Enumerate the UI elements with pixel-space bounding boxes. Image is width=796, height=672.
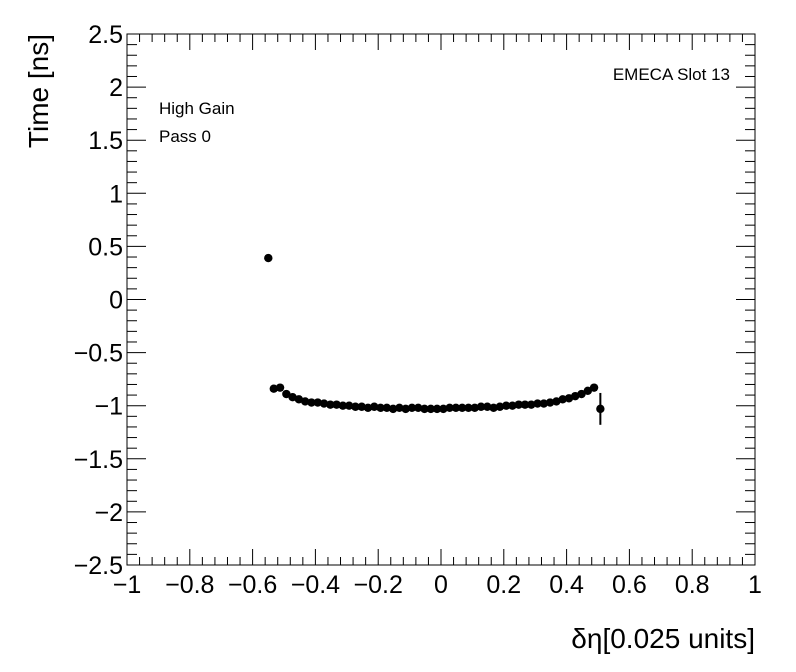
- annotation-high-gain: High Gain: [159, 99, 235, 118]
- y-tick-label: −1: [94, 393, 123, 421]
- data-point: [313, 398, 322, 407]
- y-tick-label: 1: [109, 180, 123, 208]
- data-point: [508, 401, 517, 410]
- data-point: [370, 402, 379, 411]
- y-tick-label: −1.5: [74, 446, 123, 474]
- data-point: [420, 404, 429, 414]
- data-point: [351, 402, 360, 411]
- data-point: [282, 389, 291, 399]
- data-point: [596, 404, 605, 414]
- x-tick-label: 0.2: [486, 571, 521, 599]
- data-point: [558, 395, 567, 404]
- data-point: [357, 402, 366, 411]
- data-point: [583, 386, 592, 396]
- data-point: [439, 404, 448, 414]
- data-point: [539, 399, 549, 408]
- data-point: [476, 402, 486, 411]
- data-point: [589, 383, 599, 392]
- data-point: [520, 400, 530, 409]
- data-points: [264, 253, 605, 425]
- data-point: [376, 403, 385, 413]
- y-tick-label: 1.5: [88, 127, 123, 155]
- data-point: [395, 403, 404, 413]
- x-tick-label: 0.8: [675, 571, 710, 599]
- x-tick-label: −0.2: [354, 571, 403, 599]
- data-point: [451, 403, 461, 413]
- y-tick-label: 2.5: [88, 21, 123, 49]
- data-point: [264, 253, 273, 263]
- x-tick-label: 0.4: [549, 571, 584, 599]
- data-point: [445, 403, 454, 413]
- tick-labels: −1 −0.8 −0.6 −0.4 −0.2 0 0.2 0.4 0.6 0.8 1 −2.5 −2 −1…: [74, 21, 762, 599]
- axis-ticks: [126, 33, 756, 566]
- y-axis-title: Time [ns]: [23, 34, 54, 148]
- y-tick-label: 2: [109, 74, 123, 102]
- plot-frame: [126, 33, 756, 566]
- data-point: [545, 398, 555, 407]
- data-point: [332, 400, 341, 409]
- data-point: [382, 403, 392, 413]
- data-point: [269, 384, 278, 393]
- annotation-emeca-slot: EMECA Slot 13: [613, 65, 730, 84]
- data-point: [457, 403, 467, 413]
- x-tick-label: −0.6: [228, 571, 277, 599]
- x-tick-label: 0: [434, 571, 448, 599]
- data-point: [533, 399, 542, 408]
- data-point: [464, 403, 473, 413]
- data-point: [483, 402, 492, 411]
- y-tick-label: 0.5: [88, 233, 123, 261]
- annotation-pass: Pass 0: [159, 127, 211, 146]
- data-point: [388, 404, 398, 414]
- x-tick-label: 0.6: [612, 571, 647, 599]
- data-point: [514, 400, 523, 409]
- data-point: [363, 403, 373, 413]
- data-point: [527, 400, 536, 409]
- y-tick-label: −2: [94, 499, 123, 527]
- x-tick-label: −0.8: [165, 571, 214, 599]
- data-point: [426, 404, 435, 414]
- data-point: [326, 400, 335, 409]
- x-tick-label: −1: [113, 571, 142, 599]
- x-tick-label: 1: [748, 571, 762, 599]
- data-point: [401, 404, 410, 414]
- x-tick-label: −0.4: [291, 571, 340, 599]
- data-point: [307, 398, 316, 407]
- data-point: [344, 401, 354, 410]
- data-point: [407, 403, 417, 413]
- data-point: [414, 403, 423, 413]
- data-point: [300, 397, 310, 406]
- data-point: [319, 399, 329, 408]
- data-point: [432, 404, 442, 414]
- data-point: [275, 383, 285, 392]
- data-point: [577, 389, 586, 399]
- x-axis-title: δη[0.025 units]: [571, 623, 755, 654]
- data-point: [338, 401, 348, 410]
- y-tick-label: 0: [109, 287, 123, 315]
- y-tick-label: −2.5: [74, 552, 123, 580]
- data-point: [470, 403, 479, 413]
- data-point: [495, 402, 505, 411]
- data-point: [489, 403, 498, 413]
- y-tick-label: −0.5: [74, 340, 123, 368]
- data-point: [501, 401, 511, 410]
